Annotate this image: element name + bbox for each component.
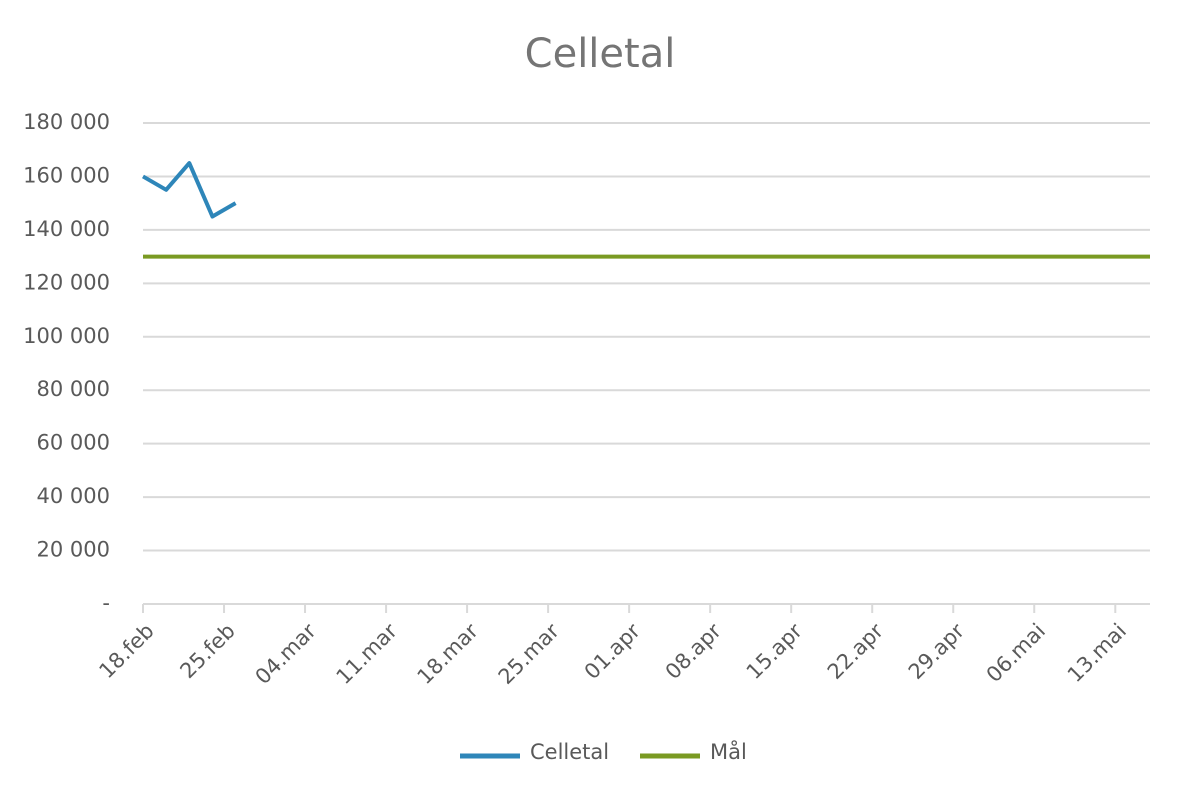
y-tick-label: 160 000: [23, 163, 110, 187]
series-line: [142, 161, 237, 219]
legend-label: Celletal: [530, 740, 609, 764]
legend-label: Mål: [710, 739, 747, 764]
y-tick-label: 120 000: [23, 270, 110, 294]
y-tick-label: 60 000: [37, 431, 110, 455]
y-tick-label: 80 000: [37, 377, 110, 401]
y-tick-label: 180 000: [23, 110, 110, 134]
y-tick-label: 40 000: [37, 484, 110, 508]
y-tick-label: 140 000: [23, 217, 110, 241]
y-tick-label: 20 000: [37, 538, 110, 562]
chart-title: Celletal: [525, 31, 676, 77]
y-tick-label: 100 000: [23, 324, 110, 348]
y-tick-label: -: [102, 591, 110, 615]
